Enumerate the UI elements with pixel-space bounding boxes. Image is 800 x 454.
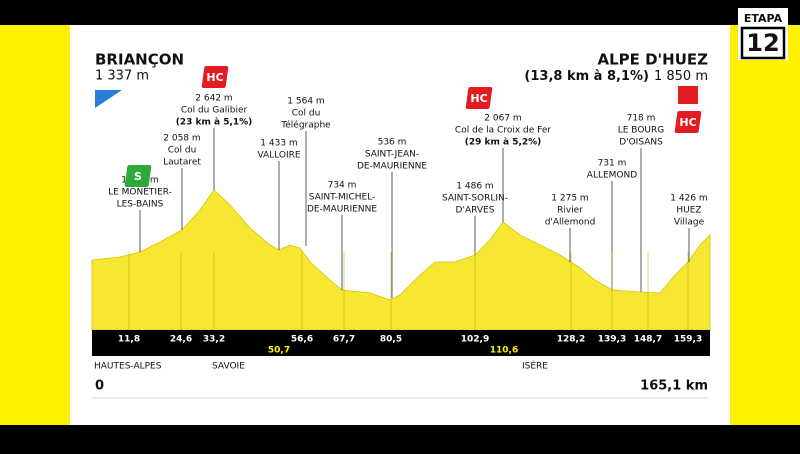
icon-label: HC bbox=[679, 116, 696, 129]
km-label: 80,5 bbox=[380, 335, 402, 345]
km-label-low: 50,7 bbox=[268, 346, 290, 356]
place-name: VALLOIRE bbox=[257, 151, 300, 161]
altitude: 734 m bbox=[328, 181, 357, 191]
altitude: 2 642 m bbox=[195, 94, 232, 104]
climb: (29 km à 5,2%) bbox=[465, 138, 542, 148]
place-name: D'OISANS bbox=[619, 138, 663, 148]
place-name: D'ARVES bbox=[456, 206, 495, 216]
km-label: 24,6 bbox=[170, 335, 192, 345]
icon-bg bbox=[674, 111, 702, 133]
icon-bg bbox=[124, 165, 152, 187]
place-name: Col de la Croix de Fer bbox=[455, 126, 551, 136]
km-label: 33,2 bbox=[203, 335, 225, 345]
km-label-low: 110,6 bbox=[490, 346, 518, 356]
km-label: 139,3 bbox=[598, 335, 626, 345]
altitude: 1 564 m bbox=[287, 97, 324, 107]
icon-label: HC bbox=[470, 92, 487, 105]
badge-label: ETAPA bbox=[744, 12, 783, 25]
km-label: 159,3 bbox=[674, 335, 702, 345]
icon-label: HC bbox=[206, 71, 223, 84]
place-name: Col du Galibier bbox=[181, 106, 248, 116]
place-name: Lautaret bbox=[163, 158, 201, 168]
place-name: d'Allemond bbox=[545, 218, 596, 228]
place-name: LE MONÊTIER- bbox=[108, 186, 172, 198]
altitude: 1 426 m bbox=[670, 194, 707, 204]
place-name: Col du bbox=[168, 146, 197, 156]
altitude: 1 433 m bbox=[260, 139, 297, 149]
altitude: 2 058 m bbox=[163, 134, 200, 144]
altitude: 731 m bbox=[598, 159, 627, 169]
place-name: LES-BAINS bbox=[117, 200, 164, 210]
finish-altitude: 1 850 m bbox=[654, 69, 708, 84]
altitude: 1 486 m bbox=[456, 182, 493, 192]
place-name: Village bbox=[674, 218, 705, 228]
place-name: SAINT-JEAN- bbox=[365, 150, 419, 160]
icon-bg bbox=[465, 87, 493, 109]
start-name: BRIANÇON bbox=[95, 51, 184, 69]
badge-box bbox=[740, 26, 786, 60]
place-name: Rivier bbox=[557, 206, 583, 216]
place-name: LE BOURG bbox=[618, 126, 665, 136]
region: HAUTES-ALPES bbox=[94, 362, 162, 372]
distance-end: 165,1 km bbox=[640, 379, 708, 394]
finish-line: (13,8 km à 8,1%) 1 850 m bbox=[524, 69, 708, 84]
distance-start: 0 bbox=[95, 379, 104, 394]
finish-flag bbox=[678, 86, 698, 104]
icon-bg bbox=[201, 66, 229, 88]
place-name: SAINT-MICHEL- bbox=[309, 193, 376, 203]
place-name: ALLEMOND bbox=[587, 171, 637, 181]
altitude: 536 m bbox=[378, 138, 407, 148]
icon-label: S bbox=[134, 170, 142, 183]
start-altitude: 1 337 m bbox=[95, 69, 149, 84]
place-name: Col du bbox=[292, 109, 321, 119]
km-label: 56,6 bbox=[291, 335, 313, 345]
km-label: 11,8 bbox=[118, 335, 140, 345]
region: SAVOIE bbox=[212, 362, 245, 372]
region: ISÈRE bbox=[522, 360, 548, 372]
profile bbox=[91, 189, 711, 331]
km-label: 148,7 bbox=[634, 335, 662, 345]
climb: (23 km à 5,1%) bbox=[176, 118, 253, 128]
place-name: HUEZ bbox=[676, 206, 701, 216]
km-label: 128,2 bbox=[557, 335, 585, 345]
finish-climb: (13,8 km à 8,1%) bbox=[524, 69, 649, 84]
altitude: 718 m bbox=[627, 114, 656, 124]
km-label: 67,7 bbox=[333, 335, 355, 345]
altitude: 2 067 m bbox=[484, 114, 521, 124]
start-flag bbox=[95, 90, 122, 108]
finish-name: ALPE D'HUEZ bbox=[597, 51, 708, 69]
place-name: SAINT-SORLIN- bbox=[442, 194, 508, 204]
altitude: 1 275 m bbox=[551, 194, 588, 204]
km-band bbox=[92, 330, 710, 356]
km-label: 102,9 bbox=[461, 335, 489, 345]
place-name: DE-MAURIENNE bbox=[307, 205, 377, 215]
place-name: DE-MAURIENNE bbox=[357, 162, 427, 172]
place-name: Télégraphe bbox=[280, 120, 331, 131]
badge-number: 12 bbox=[746, 29, 779, 57]
panel bbox=[70, 25, 730, 425]
